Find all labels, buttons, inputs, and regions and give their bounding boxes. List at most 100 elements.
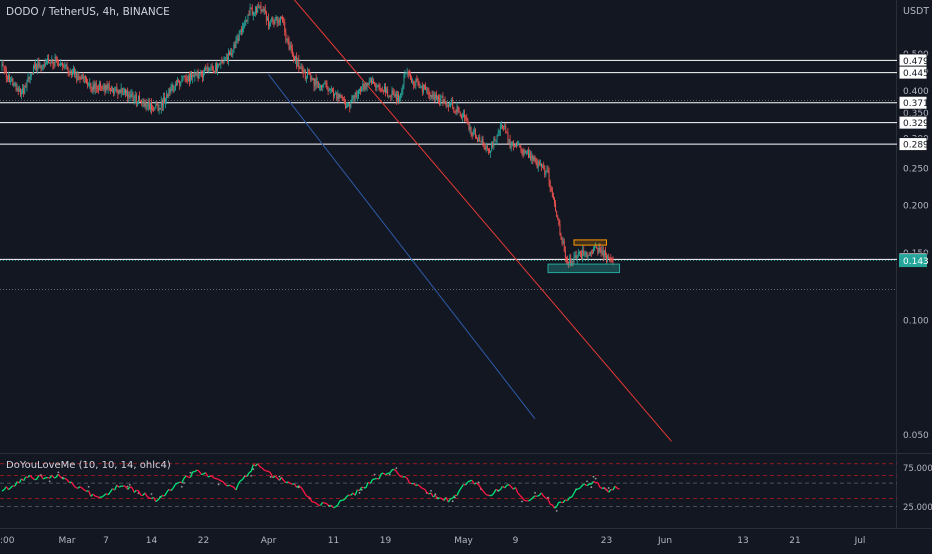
oscillator-segment xyxy=(2,490,4,491)
candle-body xyxy=(272,18,273,21)
oscillator-dot xyxy=(534,492,536,494)
candle-body xyxy=(522,150,523,151)
candle-body xyxy=(322,85,323,88)
candle-body xyxy=(425,86,426,90)
oscillator-segment xyxy=(509,484,511,486)
last-price-label: 0.143 xyxy=(903,257,929,267)
oscillator-segment xyxy=(505,485,507,488)
candle-body xyxy=(441,96,442,97)
candle-body xyxy=(206,68,207,69)
oscillator-segment xyxy=(247,473,249,477)
candle-body xyxy=(431,95,432,96)
candle-body xyxy=(62,63,63,66)
candle-body xyxy=(74,68,75,74)
candle-body xyxy=(438,97,439,100)
candle-body xyxy=(278,21,279,23)
oscillator-segment xyxy=(171,488,173,490)
candle-body xyxy=(589,255,590,256)
candle-body xyxy=(307,72,308,78)
candle-body xyxy=(151,102,152,109)
oscillator-dot xyxy=(590,486,592,488)
candle-body xyxy=(286,39,287,40)
oscillator-segment xyxy=(199,471,201,474)
oscillator-dot xyxy=(547,497,549,499)
oscillator-segment xyxy=(511,487,513,490)
candle-body xyxy=(4,66,5,70)
candle-body xyxy=(100,83,101,87)
candle-body xyxy=(247,15,248,21)
chart-title: DODO / TetherUS, 4h, BINANCE xyxy=(6,6,170,18)
candle-body xyxy=(281,17,282,18)
candle-body xyxy=(506,133,507,134)
oscillator-segment xyxy=(591,481,593,484)
oscillator-segment xyxy=(186,476,188,477)
support-zone xyxy=(548,264,620,272)
candle-body xyxy=(33,66,34,74)
candle-body xyxy=(611,259,612,260)
candle-body xyxy=(130,94,131,97)
candle-body xyxy=(226,57,227,58)
oscillator-segment xyxy=(11,486,13,488)
candle-body xyxy=(283,22,284,23)
candle-body xyxy=(112,88,113,90)
candle-body xyxy=(503,127,504,128)
candle-body xyxy=(357,96,358,97)
candle-body xyxy=(359,89,360,91)
oscillator-segment xyxy=(344,497,346,500)
oscillator-segment xyxy=(208,476,210,477)
candle-body xyxy=(458,106,459,112)
candle-body xyxy=(484,145,485,148)
candle-body xyxy=(550,182,551,189)
candle-body xyxy=(73,68,74,72)
candle-body xyxy=(255,7,256,12)
oscillator-segment xyxy=(104,494,106,496)
oscillator-segment xyxy=(379,474,381,479)
candle-body xyxy=(350,100,351,107)
candle-body xyxy=(436,95,437,99)
candle-body xyxy=(341,95,342,96)
candle-body xyxy=(502,125,503,127)
candle-body xyxy=(500,126,501,132)
candle-body xyxy=(273,20,274,24)
candle-body xyxy=(437,97,438,99)
oscillator-dot xyxy=(190,472,192,474)
candle-body xyxy=(97,89,98,90)
oscillator-segment xyxy=(19,479,21,483)
oscillator-segment xyxy=(262,468,264,470)
time-tick-label: 23 xyxy=(601,536,612,546)
candle-body xyxy=(433,94,434,97)
candle-body xyxy=(318,81,319,87)
candle-body xyxy=(381,89,382,90)
oscillator-segment xyxy=(145,493,147,497)
candle-body xyxy=(572,262,573,263)
candle-body xyxy=(239,31,240,40)
candle-body xyxy=(48,58,49,63)
oscillator-segment xyxy=(390,470,392,473)
candle-body xyxy=(110,88,111,90)
candle-body xyxy=(41,66,42,69)
candle-body xyxy=(427,89,428,90)
candle-body xyxy=(295,56,296,60)
candle-body xyxy=(545,171,546,174)
oscillator-segment xyxy=(249,471,251,472)
time-tick-label: 14 xyxy=(146,536,158,546)
candle-body xyxy=(575,256,576,257)
candle-body xyxy=(237,38,238,40)
candle-body xyxy=(541,163,542,166)
oscillator-dot xyxy=(49,480,51,482)
candle-body xyxy=(121,88,122,93)
candle-body xyxy=(132,93,133,94)
candle-body xyxy=(375,84,376,87)
candle-body xyxy=(30,76,31,79)
oscillator-dot xyxy=(374,474,376,476)
oscillator-segment xyxy=(264,470,266,471)
oscillator-dot xyxy=(127,486,129,488)
candle-body xyxy=(57,58,58,62)
candle-body xyxy=(613,259,614,261)
candle-body xyxy=(308,72,309,73)
candle-body xyxy=(277,17,278,23)
price-tick-label: 0.100 xyxy=(903,316,929,326)
oscillator-segment xyxy=(305,494,307,496)
candle-body xyxy=(321,86,322,88)
candle-body xyxy=(582,250,583,258)
